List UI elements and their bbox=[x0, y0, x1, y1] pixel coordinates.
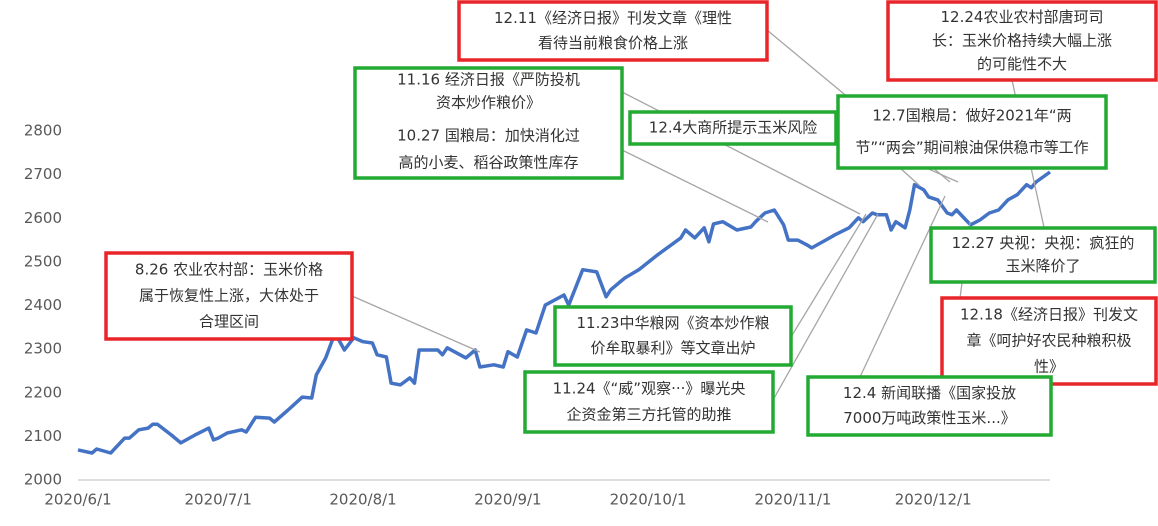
x-tick-label: 2020/12/1 bbox=[895, 491, 972, 509]
leader-line bbox=[859, 195, 946, 378]
x-tick-label: 2020/7/1 bbox=[185, 491, 252, 509]
annotation-text: 性》 bbox=[1034, 358, 1064, 376]
annotation-text: 12.4 新闻联播《国家投放 bbox=[843, 384, 1016, 402]
y-tick-label: 2600 bbox=[24, 209, 62, 227]
annotation-box bbox=[806, 375, 1053, 437]
annotation-text: 合理区间 bbox=[199, 313, 259, 331]
annotation-text: 12.7国粮局：做好2021年“两 bbox=[872, 107, 1071, 125]
annotation-text: 章《呵护好农民种粮积极 bbox=[966, 332, 1131, 350]
annotation-text: 价牟取暴利》等文章出炉 bbox=[590, 339, 755, 357]
annotation-text: 高的小麦、稻谷政策性库存 bbox=[398, 154, 578, 172]
annotation-text: 12.27 央视：央视：疯狂的 bbox=[952, 234, 1135, 252]
leader-line bbox=[621, 149, 769, 223]
annotation-text: 属于恢复性上涨，大体处于 bbox=[139, 287, 319, 305]
annotation-text: 长：玉米价格持续大幅上涨 bbox=[932, 32, 1112, 50]
x-tick-label: 2020/9/1 bbox=[474, 491, 541, 509]
annotation-text: 11.16 经济日报《严防投机 bbox=[397, 71, 580, 89]
annotation-text: 看待当前粮食价格上涨 bbox=[538, 34, 688, 52]
leader-line bbox=[899, 167, 921, 187]
annotation-box bbox=[553, 305, 793, 367]
x-tick-label: 2020/10/1 bbox=[610, 491, 687, 509]
y-tick-label: 2500 bbox=[24, 252, 62, 270]
annotation-text: 12.24农业农村部唐珂司 bbox=[941, 8, 1104, 26]
annotation-box bbox=[523, 370, 775, 434]
annotation-text: 12.4大商所提示玉米风险 bbox=[649, 119, 817, 137]
annotation-box bbox=[940, 296, 1158, 386]
annotation-box bbox=[353, 66, 624, 180]
y-tick-label: 2200 bbox=[24, 383, 62, 401]
annotation-text: 7000万吨政策性玉米...》 bbox=[843, 409, 1015, 427]
annotation-text: 12.18《经济日报》刊发文 bbox=[960, 306, 1138, 324]
annotation-box bbox=[836, 94, 1108, 170]
annotation-text: 节”“两会”期间粮油保供稳市等工作 bbox=[855, 139, 1088, 157]
annotation-text: 11.23中华粮网《资本炒作粮 bbox=[577, 314, 770, 332]
annotation-box bbox=[628, 110, 838, 146]
y-tick-label: 2700 bbox=[24, 165, 62, 183]
leader-line bbox=[351, 295, 481, 353]
leader-line bbox=[790, 213, 867, 338]
annotation-box bbox=[104, 251, 354, 341]
annotation-box bbox=[457, 0, 769, 62]
y-tick-label: 2000 bbox=[24, 471, 62, 489]
annotation-text: 企资金第三方托管的助推 bbox=[566, 406, 731, 424]
y-tick-label: 2100 bbox=[24, 427, 62, 445]
annotation-text: 8.26 农业农村部：玉米价格 bbox=[135, 261, 323, 279]
x-tick-label: 2020/6/1 bbox=[44, 491, 111, 509]
x-tick-label: 2020/8/1 bbox=[329, 491, 396, 509]
annotation-text: 11.24《“威”观察···》曝光央 bbox=[553, 380, 746, 398]
y-tick-label: 2300 bbox=[24, 340, 62, 358]
leader-line bbox=[772, 213, 879, 401]
annotation-text: 10.27 国粮局：加快消化过 bbox=[397, 127, 580, 145]
annotation-box bbox=[929, 226, 1157, 284]
annotation-box bbox=[886, 0, 1158, 82]
price-line bbox=[77, 170, 1052, 455]
y-tick-label: 2800 bbox=[24, 122, 62, 140]
x-tick-label: 2020/11/1 bbox=[755, 491, 832, 509]
annotation-text: 的可能性不大 bbox=[977, 55, 1067, 73]
annotation-text: 12.11《经济日报》刊发文章《理性 bbox=[494, 9, 732, 27]
annotation-text: 玉米降价了 bbox=[1005, 257, 1080, 275]
y-tick-label: 2400 bbox=[24, 296, 62, 314]
annotation-text: 资本炒作粮价》 bbox=[436, 94, 541, 112]
